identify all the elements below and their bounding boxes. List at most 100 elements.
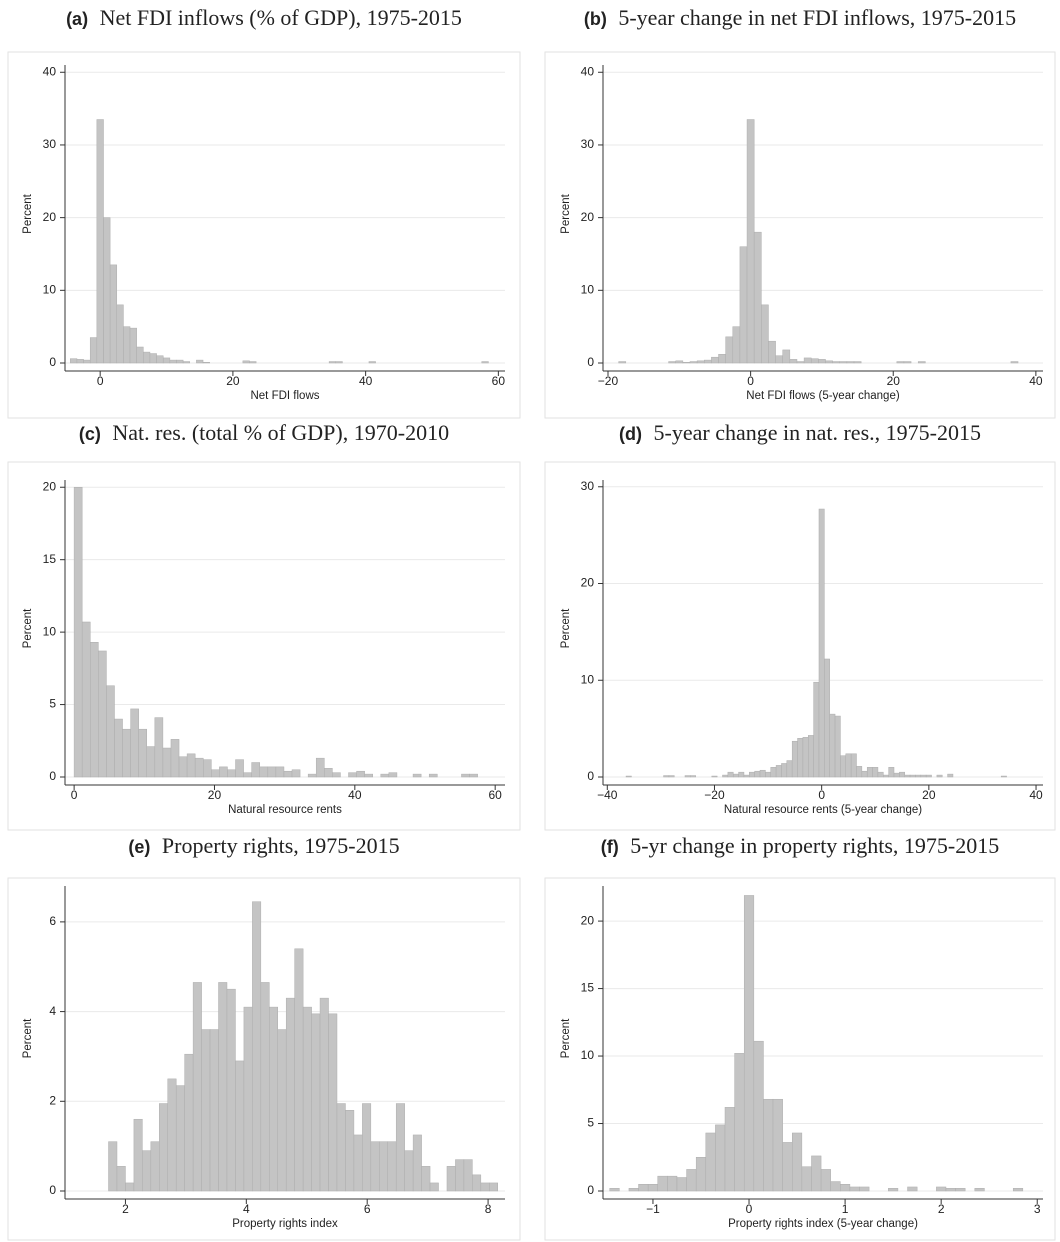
- bar: [792, 1132, 803, 1192]
- y-tick-label: 0: [587, 1183, 594, 1197]
- y-axis-label: Percent: [560, 1018, 572, 1058]
- panel: (d) 5-year change in nat. res., 1975-201…: [544, 420, 1056, 831]
- bar: [907, 1186, 918, 1192]
- x-tick-label: 40: [348, 788, 362, 802]
- bar: [421, 1166, 431, 1192]
- bar: [824, 658, 830, 778]
- bar: [813, 681, 820, 778]
- bar: [920, 774, 927, 778]
- bar: [727, 771, 734, 778]
- bar: [202, 362, 210, 364]
- bar: [675, 360, 684, 364]
- bar: [345, 1110, 355, 1192]
- bar: [676, 1177, 687, 1192]
- bar: [845, 753, 852, 778]
- bar: [98, 650, 107, 778]
- panel-title-text: 5-yr change in property rights, 1975-201…: [630, 833, 999, 858]
- bar: [820, 1169, 831, 1192]
- bar: [732, 773, 739, 778]
- bar: [348, 772, 357, 778]
- bar: [480, 1182, 490, 1192]
- bar: [143, 351, 151, 364]
- bar: [715, 1124, 726, 1192]
- bar: [202, 759, 212, 778]
- bar: [899, 771, 905, 778]
- x-tick-label: −20: [598, 374, 619, 388]
- bar: [840, 755, 847, 778]
- bar: [818, 359, 826, 364]
- x-tick-label: 0: [747, 374, 754, 388]
- bar: [775, 355, 783, 364]
- bar: [277, 1029, 287, 1192]
- bar: [888, 767, 895, 778]
- bar: [81, 621, 91, 778]
- bar: [704, 359, 712, 364]
- bar: [725, 336, 734, 364]
- bar: [472, 1174, 482, 1192]
- bar: [142, 1150, 152, 1192]
- bar: [285, 997, 295, 1192]
- bar: [380, 773, 390, 778]
- panel-title: (e) Property rights, 1975-2015: [128, 833, 399, 858]
- bar: [849, 1186, 860, 1192]
- bar: [832, 361, 841, 364]
- bar: [765, 771, 771, 778]
- bar: [668, 361, 676, 364]
- bar: [116, 1166, 126, 1192]
- y-tick-label: 5: [587, 1116, 594, 1130]
- bar: [138, 728, 148, 778]
- x-axis-label: Net FDI flows: [250, 390, 319, 402]
- bar: [850, 753, 857, 778]
- bar: [481, 361, 489, 364]
- y-tick-label: 30: [581, 137, 595, 151]
- bar: [395, 1103, 405, 1192]
- y-tick-label: 10: [581, 1048, 595, 1062]
- bar: [718, 354, 726, 364]
- y-axis-label: Percent: [22, 608, 34, 648]
- bar: [186, 753, 196, 778]
- bar: [903, 361, 912, 364]
- bar: [252, 901, 262, 1192]
- bar: [609, 1188, 620, 1192]
- x-tick-label: 0: [97, 374, 104, 388]
- bar: [227, 769, 236, 778]
- bar: [732, 326, 741, 364]
- bar: [684, 775, 691, 778]
- bar: [810, 358, 819, 364]
- panel-label: (d): [619, 424, 642, 444]
- bar: [429, 1182, 439, 1192]
- bar: [364, 773, 373, 778]
- panel-title: (f) 5-yr change in property rights, 1975…: [601, 833, 1000, 858]
- y-tick-label: 6: [49, 914, 56, 928]
- bar: [387, 1141, 397, 1192]
- bar: [122, 728, 131, 778]
- panel-label: (b): [584, 9, 607, 29]
- bar: [106, 685, 115, 778]
- bar: [955, 1188, 966, 1192]
- y-tick-label: 10: [43, 282, 57, 296]
- bar: [192, 982, 202, 1192]
- bar: [722, 774, 729, 778]
- bar: [109, 264, 118, 364]
- bar: [818, 508, 825, 778]
- bar: [156, 355, 164, 364]
- x-tick-label: 6: [364, 1202, 371, 1216]
- bar: [302, 1006, 312, 1192]
- bar: [259, 766, 269, 778]
- bar: [162, 747, 172, 778]
- panel-label: (a): [66, 9, 88, 29]
- y-tick-label: 0: [49, 1183, 56, 1197]
- bar: [162, 357, 171, 364]
- bar: [404, 1150, 414, 1192]
- bar: [446, 1166, 456, 1192]
- y-tick-label: 5: [49, 697, 56, 711]
- bar: [412, 1134, 422, 1192]
- bar: [811, 1155, 822, 1192]
- x-tick-label: 2: [938, 1202, 945, 1216]
- bar: [791, 740, 798, 778]
- bar: [196, 359, 204, 364]
- bar: [307, 773, 317, 778]
- bar: [176, 359, 184, 364]
- y-tick-label: 30: [581, 479, 595, 493]
- bar: [275, 766, 285, 778]
